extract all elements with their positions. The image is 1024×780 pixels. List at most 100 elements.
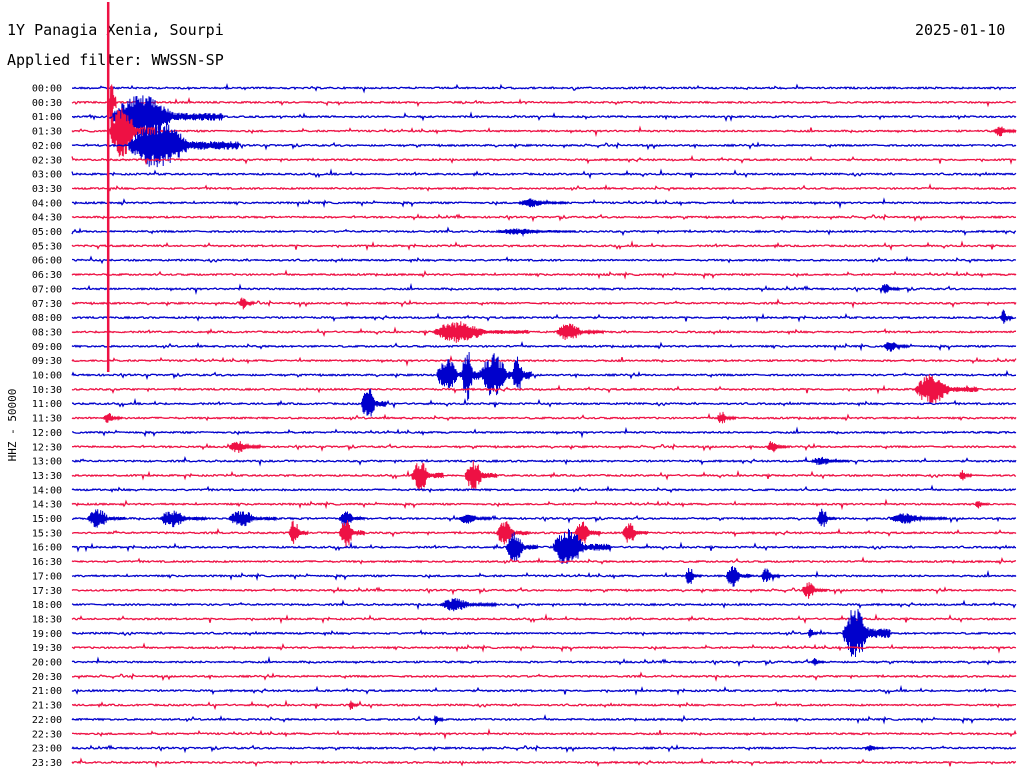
row-time-label: 08:00 <box>32 313 62 324</box>
seismic-event <box>685 567 702 584</box>
row-time-label: 01:00 <box>32 112 62 123</box>
trace-line <box>72 82 1017 94</box>
row-time-label: 15:30 <box>32 528 62 539</box>
trace-line <box>71 442 1017 452</box>
row-time-label: 17:00 <box>32 571 62 582</box>
row-time-label: 23:00 <box>32 744 62 755</box>
trace-line <box>71 412 1017 422</box>
seismic-event <box>339 519 366 549</box>
row-time-label: 16:30 <box>32 557 62 568</box>
row-time-label: 19:30 <box>32 643 62 654</box>
trace-line <box>71 125 1017 138</box>
trace-line <box>71 757 1017 768</box>
seismic-event <box>842 609 891 658</box>
trace-line <box>71 340 1017 352</box>
row-time-label: 03:00 <box>32 170 62 181</box>
seismic-event <box>458 514 491 524</box>
trace-line <box>71 183 1017 192</box>
seismic-event <box>433 715 444 725</box>
seismic-event <box>880 283 901 294</box>
seismic-event <box>228 441 262 454</box>
seismic-event <box>811 456 850 466</box>
seismic-event <box>103 412 123 423</box>
row-time-label: 07:30 <box>32 299 62 310</box>
row-time-label: 04:30 <box>32 213 62 224</box>
trace-line <box>72 671 1017 682</box>
trace-line <box>71 369 1017 381</box>
seismic-event <box>159 510 208 528</box>
row-time-label: 09:00 <box>32 342 62 353</box>
row-time-label: 23:30 <box>32 758 62 769</box>
seismic-event <box>87 509 126 528</box>
seismic-event <box>518 198 567 208</box>
trace-line <box>71 312 1017 323</box>
trace-line <box>71 498 1017 511</box>
trace-line <box>72 111 1017 123</box>
row-time-label: 07:00 <box>32 284 62 295</box>
seismic-event <box>622 523 649 543</box>
seismic-event <box>883 342 910 352</box>
seismic-event <box>999 309 1014 324</box>
seismic-event <box>552 528 611 565</box>
row-time-label: 20:30 <box>32 672 62 683</box>
trace-line <box>71 282 1017 296</box>
row-time-label: 19:00 <box>32 629 62 640</box>
trace-line <box>71 541 1017 553</box>
seismic-event <box>112 95 224 138</box>
seismic-event <box>496 228 576 235</box>
seismic-event <box>889 513 948 524</box>
trace-line <box>71 684 1017 696</box>
seismic-event <box>993 126 1017 137</box>
trace-line <box>71 213 1017 223</box>
row-time-label: 22:00 <box>32 715 62 726</box>
trace-line <box>71 714 1017 725</box>
seismic-event <box>556 323 605 341</box>
trace-line <box>71 744 1017 754</box>
trace-line <box>71 269 1017 280</box>
trace-line <box>72 426 1017 439</box>
row-time-label: 02:30 <box>32 155 62 166</box>
trace-line <box>71 556 1017 565</box>
row-time-label: 18:30 <box>32 614 62 625</box>
row-time-label: 01:30 <box>32 127 62 138</box>
trace-line <box>71 484 1017 494</box>
seismic-event <box>433 321 529 343</box>
seismic-event <box>974 500 989 509</box>
row-time-label: 16:00 <box>32 543 62 554</box>
trace-line <box>71 642 1017 654</box>
seismic-event <box>348 700 359 710</box>
seismic-event <box>801 582 828 599</box>
row-time-label: 14:30 <box>32 500 62 511</box>
trace-line <box>72 255 1017 265</box>
row-time-label: 08:30 <box>32 327 62 338</box>
seismic-event <box>461 351 482 401</box>
filter-label: Applied filter: WWSSN-SP <box>7 51 224 69</box>
row-time-label: 21:30 <box>32 701 62 712</box>
row-time-label: 15:00 <box>32 514 62 525</box>
row-time-label: 09:30 <box>32 356 62 367</box>
seismic-event <box>766 441 787 453</box>
row-time-label: 10:30 <box>32 385 62 396</box>
row-time-label: 02:00 <box>32 141 62 152</box>
row-time-label: 05:00 <box>32 227 62 238</box>
row-time-label: 13:30 <box>32 471 62 482</box>
seismic-event <box>512 356 532 389</box>
trace-line <box>71 97 1017 108</box>
trace-line <box>71 298 1017 309</box>
trace-line <box>71 397 1017 409</box>
trace-line <box>71 586 1017 596</box>
seismic-event <box>817 508 838 527</box>
row-time-label: 00:30 <box>32 98 62 109</box>
row-time-label: 00:00 <box>32 84 62 95</box>
seismic-event <box>716 411 737 424</box>
row-time-label: 14:00 <box>32 485 62 496</box>
seismic-event <box>288 520 309 544</box>
row-time-label: 11:00 <box>32 399 62 410</box>
station-title: 1Y Panagia Xenia, Sourpi <box>7 21 224 39</box>
seismic-event <box>760 568 781 583</box>
trace-line <box>71 527 1017 539</box>
row-time-label: 22:30 <box>32 729 62 740</box>
trace-line <box>71 456 1017 467</box>
seismic-event <box>238 297 255 310</box>
seismic-event <box>575 521 602 544</box>
